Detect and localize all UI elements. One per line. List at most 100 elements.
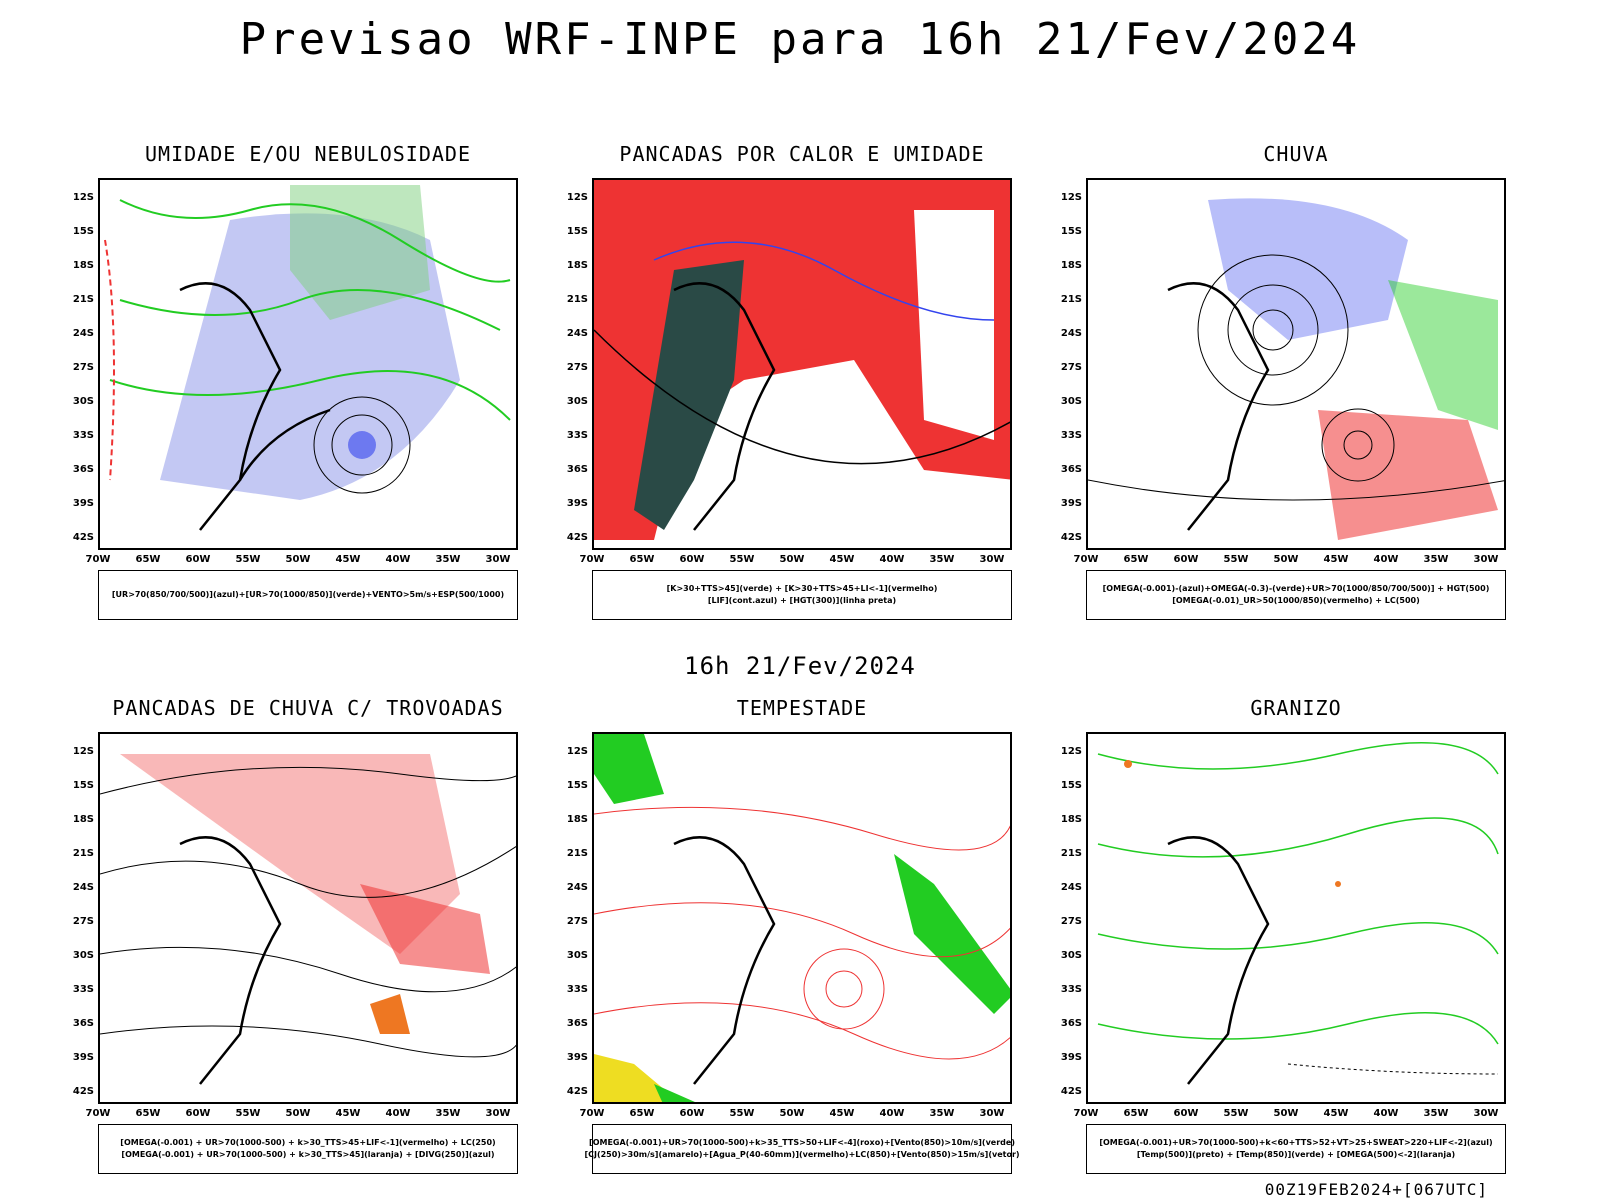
lon-tick-label: 50W <box>1273 1108 1299 1119</box>
lon-tick-label: 40W <box>1373 554 1399 565</box>
lat-tick-label: 33S <box>1060 984 1082 995</box>
lat-tick-label: 24S <box>1060 882 1082 893</box>
lat-tick-label: 39S <box>72 1052 94 1063</box>
legend-line: [Temp(500)](preto) + [Temp(850)](verde) … <box>1136 1150 1456 1159</box>
lat-tick-label: 18S <box>566 814 588 825</box>
map-canvas <box>104 185 511 531</box>
lon-tick-label: 45W <box>829 554 855 565</box>
panel-title: GRANIZO <box>1250 696 1342 720</box>
lat-tick-label: 27S <box>1060 916 1082 927</box>
legend-line: [LIF](cont.azul) + [HGT(300)](linha pret… <box>707 596 897 605</box>
lat-tick-label: 30S <box>72 396 94 407</box>
lon-tick-label: 45W <box>1323 1108 1349 1119</box>
lat-tick-label: 15S <box>566 780 588 791</box>
lat-tick-label: 36S <box>1060 1018 1082 1029</box>
lon-tick-label: 65W <box>629 1108 655 1119</box>
lat-tick-label: 36S <box>566 464 588 475</box>
lon-tick-label: 35W <box>929 554 955 565</box>
lon-tick-label: 60W <box>185 1108 211 1119</box>
lat-tick-label: 24S <box>1060 328 1082 339</box>
legend-line: [OMEGA(-0.01)_UR>50(1000/850)(vermelho) … <box>1172 596 1420 605</box>
panel-title: PANCADAS DE CHUVA C/ TROVOADAS <box>112 696 504 720</box>
map-canvas <box>100 754 516 1085</box>
lon-tick-label: 45W <box>335 1108 361 1119</box>
lon-tick-label: 35W <box>1423 1108 1449 1119</box>
lat-tick-label: 30S <box>566 950 588 961</box>
lon-tick-label: 45W <box>829 1108 855 1119</box>
lat-tick-label: 33S <box>72 430 94 441</box>
lat-tick-label: 21S <box>566 848 588 859</box>
lon-tick-label: 70W <box>85 1108 111 1119</box>
legend-line: [OMEGA(-0.001) + UR>70(1000-500) + k>30_… <box>121 1150 495 1159</box>
legend-line: [OMEGA(-0.001)-(azul)+OMEGA(-0.3)-(verde… <box>1102 584 1490 593</box>
lon-tick-label: 35W <box>435 554 461 565</box>
legend-line: [OMEGA(-0.001) + UR>70(1000-500) + k>30_… <box>120 1138 496 1147</box>
lat-tick-label: 42S <box>1060 532 1082 543</box>
lat-tick-label: 15S <box>72 780 94 791</box>
lat-tick-label: 24S <box>566 882 588 893</box>
lon-tick-label: 65W <box>1123 1108 1149 1119</box>
lon-tick-label: 30W <box>979 1108 1005 1119</box>
lat-tick-label: 27S <box>1060 362 1082 373</box>
lon-tick-label: 70W <box>1073 1108 1099 1119</box>
legend-box: [K>30+TTS>45](verde) + [K>30+TTS>45+LI<-… <box>592 570 1012 620</box>
lat-tick-label: 24S <box>72 328 94 339</box>
lon-tick-label: 70W <box>85 554 111 565</box>
lat-tick-label: 27S <box>566 916 588 927</box>
lat-tick-label: 36S <box>72 464 94 475</box>
lat-tick-label: 39S <box>1060 1052 1082 1063</box>
legend-line: [OMEGA(-0.001)+UR>70(1000-500)+k<60+TTS>… <box>1099 1138 1493 1147</box>
lon-tick-label: 55W <box>1223 1108 1249 1119</box>
lon-tick-label: 40W <box>879 1108 905 1119</box>
run-stamp: 00Z19FEB2024+[067UTC] <box>1264 1180 1488 1199</box>
lon-tick-label: 45W <box>335 554 361 565</box>
lat-tick-label: 30S <box>72 950 94 961</box>
lat-tick-label: 33S <box>72 984 94 995</box>
lat-tick-label: 27S <box>72 362 94 373</box>
lon-tick-label: 55W <box>1223 554 1249 565</box>
legend-line: [UR>70(850/700/500)](azul)+[UR>70(1000/8… <box>111 590 505 599</box>
lat-tick-label: 24S <box>72 882 94 893</box>
lon-tick-label: 65W <box>135 1108 161 1119</box>
map-heat-showers <box>592 178 1012 550</box>
lat-tick-label: 15S <box>72 226 94 237</box>
lat-tick-label: 42S <box>1060 1086 1082 1097</box>
map-rain <box>1086 178 1506 550</box>
map-thunder-showers <box>98 732 518 1104</box>
lat-tick-label: 36S <box>72 1018 94 1029</box>
lon-tick-label: 50W <box>285 1108 311 1119</box>
lon-tick-label: 70W <box>579 1108 605 1119</box>
lon-tick-label: 60W <box>1173 554 1199 565</box>
lon-tick-label: 30W <box>979 554 1005 565</box>
lat-tick-label: 39S <box>566 1052 588 1063</box>
panel-title: UMIDADE E/OU NEBULOSIDADE <box>144 142 472 166</box>
lat-tick-label: 12S <box>72 746 94 757</box>
lon-tick-label: 65W <box>135 554 161 565</box>
legend-box: [OMEGA(-0.001) + UR>70(1000-500) + k>30_… <box>98 1124 518 1174</box>
lat-tick-label: 24S <box>566 328 588 339</box>
panel-title: PANCADAS POR CALOR E UMIDADE <box>619 142 985 166</box>
lat-tick-label: 42S <box>72 1086 94 1097</box>
lat-tick-label: 33S <box>1060 430 1082 441</box>
lat-tick-label: 21S <box>1060 294 1082 305</box>
lat-tick-label: 12S <box>72 192 94 203</box>
lon-tick-label: 50W <box>285 554 311 565</box>
main-title: Previsao WRF-INPE para 16h 21/Fev/2024 <box>239 14 1361 65</box>
lat-tick-label: 18S <box>1060 814 1082 825</box>
legend-box: [OMEGA(-0.001)+UR>70(1000-500)+k<60+TTS>… <box>1086 1124 1506 1174</box>
map-storm <box>592 732 1012 1104</box>
legend-box: [OMEGA(-0.001)-(azul)+OMEGA(-0.3)-(verde… <box>1086 570 1506 620</box>
lat-tick-label: 30S <box>1060 396 1082 407</box>
lat-tick-label: 33S <box>566 430 588 441</box>
legend-line: [K>30+TTS>45](verde) + [K>30+TTS>45+LI<-… <box>666 584 938 593</box>
map-canvas <box>1097 742 1499 1085</box>
lat-tick-label: 39S <box>1060 498 1082 509</box>
lat-tick-label: 30S <box>566 396 588 407</box>
lon-tick-label: 35W <box>929 1108 955 1119</box>
lon-tick-label: 60W <box>185 554 211 565</box>
lat-tick-label: 12S <box>566 746 588 757</box>
lon-tick-label: 70W <box>579 554 605 565</box>
lat-tick-label: 21S <box>1060 848 1082 859</box>
lon-tick-label: 70W <box>1073 554 1099 565</box>
lat-tick-label: 12S <box>1060 192 1082 203</box>
